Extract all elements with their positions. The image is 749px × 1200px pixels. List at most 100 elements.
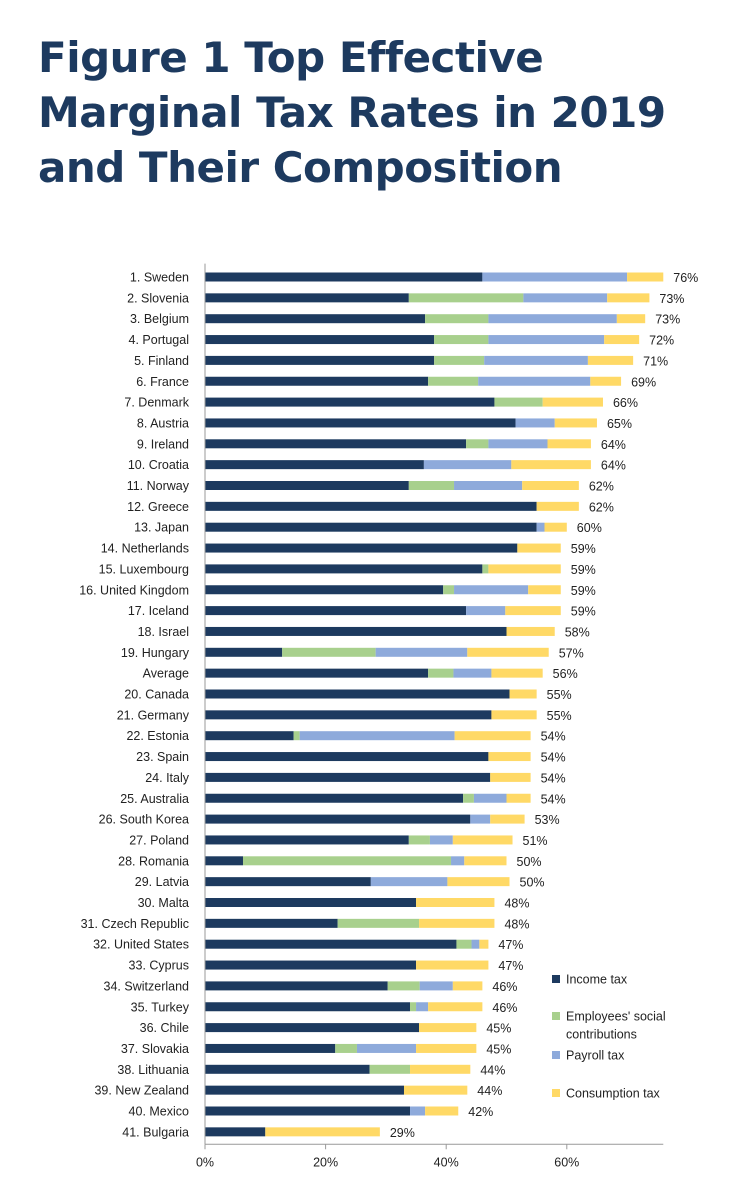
total-value-label: 42% <box>468 1105 493 1119</box>
bar-segment <box>429 835 453 845</box>
bar-segment <box>488 439 548 449</box>
bar-segment <box>205 918 338 928</box>
total-value-label: 59% <box>571 542 596 556</box>
bar-segment <box>554 418 597 428</box>
bar-segment <box>478 376 591 386</box>
bar-segment <box>205 1127 266 1137</box>
category-label: 1. Sweden <box>130 271 189 285</box>
bar-segment <box>542 397 603 407</box>
bar-segment <box>282 647 376 657</box>
bar-segment <box>205 647 283 657</box>
bar-segment <box>490 814 525 824</box>
bar-segment <box>547 439 591 449</box>
legend-label: Employees' social <box>566 1010 666 1024</box>
category-label: 3. Belgium <box>130 312 189 326</box>
total-value-label: 54% <box>541 792 566 806</box>
category-label: 38. Lithuania <box>117 1063 189 1077</box>
category-label: 25. Australia <box>120 792 189 806</box>
bar-segment <box>356 1043 417 1053</box>
total-value-label: 76% <box>673 271 698 285</box>
bar-segment <box>205 772 491 782</box>
total-value-label: 45% <box>486 1042 511 1056</box>
bar-segment <box>454 481 523 490</box>
bar-segment <box>425 314 489 324</box>
bar-segment <box>456 939 472 949</box>
legend-swatch <box>552 1089 560 1097</box>
category-label: 18. Israel <box>138 625 189 639</box>
bar-segment <box>293 731 300 741</box>
total-value-label: 45% <box>486 1022 511 1036</box>
bar-segment <box>428 1002 483 1012</box>
total-value-label: 58% <box>565 625 590 639</box>
bar-segment <box>205 397 495 407</box>
bar-segment <box>410 1106 426 1116</box>
total-value-label: 54% <box>541 730 566 744</box>
total-value-label: 44% <box>477 1084 502 1098</box>
bar-segment <box>467 647 549 657</box>
bar-segment <box>205 314 426 324</box>
bar-segment <box>205 355 435 365</box>
category-label: 7. Denmark <box>124 396 189 410</box>
bar-segment <box>506 793 531 803</box>
bar-segment <box>370 877 448 887</box>
category-label: 21. Germany <box>117 708 190 722</box>
bar-segment <box>205 939 457 949</box>
category-label: 24. Italy <box>145 771 190 785</box>
bar-segment <box>265 1127 380 1137</box>
bar-segment <box>425 1106 459 1116</box>
bar-segment <box>523 293 608 303</box>
bar-segment <box>466 606 506 616</box>
total-value-label: 55% <box>547 709 572 723</box>
bar-segment <box>419 1023 477 1033</box>
category-label: 17. Iceland <box>128 604 189 618</box>
category-label: 15. Luxembourg <box>99 562 189 576</box>
bar-segment <box>484 355 588 365</box>
bar-segment <box>517 543 561 553</box>
bar-segment <box>464 856 507 866</box>
bar-segment <box>205 1106 411 1116</box>
category-label: 35. Turkey <box>131 1000 190 1014</box>
bar-segment <box>205 835 409 845</box>
bar-segment <box>511 460 591 470</box>
bar-segment <box>509 689 537 699</box>
bar-segment <box>627 272 664 282</box>
category-label: 37. Slovakia <box>121 1042 189 1056</box>
bar-segment <box>482 564 489 574</box>
bar-segment <box>205 689 510 699</box>
total-value-label: 60% <box>577 521 602 535</box>
bar-segment <box>205 1064 370 1074</box>
bar-segment <box>205 731 294 741</box>
legend-swatch <box>552 975 560 983</box>
bar-segment <box>454 731 531 741</box>
category-label: 33. Cyprus <box>129 959 189 973</box>
bar-segment <box>453 668 492 678</box>
category-label: 39. New Zealand <box>94 1084 189 1098</box>
legend-swatch <box>552 1012 560 1020</box>
bar-segment <box>466 439 489 449</box>
category-label: 10. Croatia <box>128 458 189 472</box>
bar-segment <box>428 668 454 678</box>
bar-segment <box>416 898 495 907</box>
total-value-label: 73% <box>659 292 684 306</box>
total-value-label: 47% <box>498 959 523 973</box>
bar-segment <box>590 376 622 386</box>
bar-segment <box>205 793 464 803</box>
total-value-label: 29% <box>390 1126 415 1140</box>
total-value-label: 57% <box>559 646 584 660</box>
bar-segment <box>587 355 634 365</box>
bar-segment <box>607 293 650 303</box>
bar-segment <box>205 1023 420 1033</box>
total-value-label: 59% <box>571 584 596 598</box>
bar-segment <box>205 501 537 511</box>
bar-segment <box>471 939 480 949</box>
page-title: Figure 1 Top Effective Marginal Tax Rate… <box>38 33 666 192</box>
bar-segment <box>428 376 479 386</box>
bar-segment <box>463 793 474 803</box>
axes <box>204 263 664 1145</box>
category-label: 23. Spain <box>136 750 189 764</box>
category-label: 2. Slovenia <box>127 291 189 305</box>
bar-segment <box>205 877 371 887</box>
total-value-label: 72% <box>649 334 674 348</box>
category-label: 4. Portugal <box>129 333 189 347</box>
